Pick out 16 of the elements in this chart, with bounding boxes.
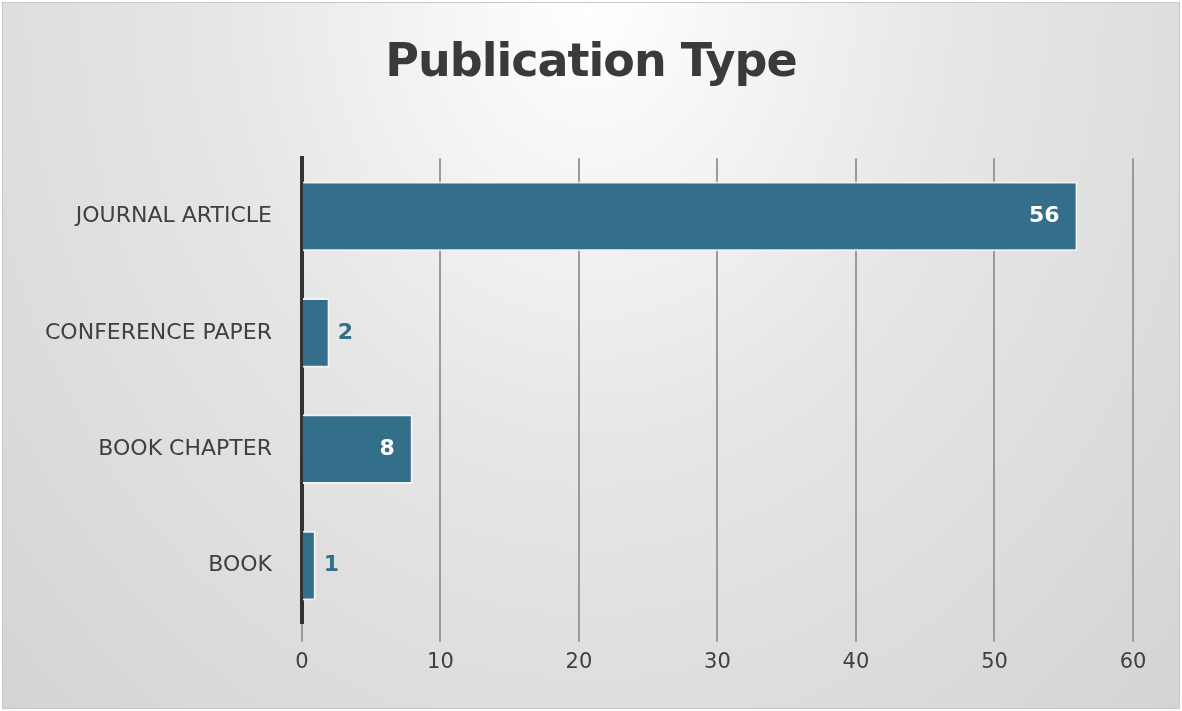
x-tick-label: 60	[1119, 648, 1147, 673]
y-tick-label: JOURNAL ARTICLE	[73, 202, 272, 228]
y-tick-label: CONFERENCE PAPER	[45, 318, 272, 344]
x-tick-label: 30	[704, 648, 731, 673]
data-label: 8	[379, 434, 395, 460]
y-tick-label: BOOK CHAPTER	[98, 434, 272, 460]
x-tick-label: 40	[842, 648, 870, 673]
data-label: 1	[323, 551, 340, 577]
data-label: 56	[1028, 202, 1060, 228]
chart-title: Publication Type	[384, 33, 798, 87]
x-tick-label: 0	[295, 648, 309, 673]
x-tick-label: 20	[565, 648, 593, 673]
y-tick-label: BOOK	[208, 551, 273, 577]
data-label: 2	[337, 318, 353, 344]
x-tick-label: 10	[427, 648, 454, 673]
x-tick-label: 50	[981, 648, 1008, 673]
